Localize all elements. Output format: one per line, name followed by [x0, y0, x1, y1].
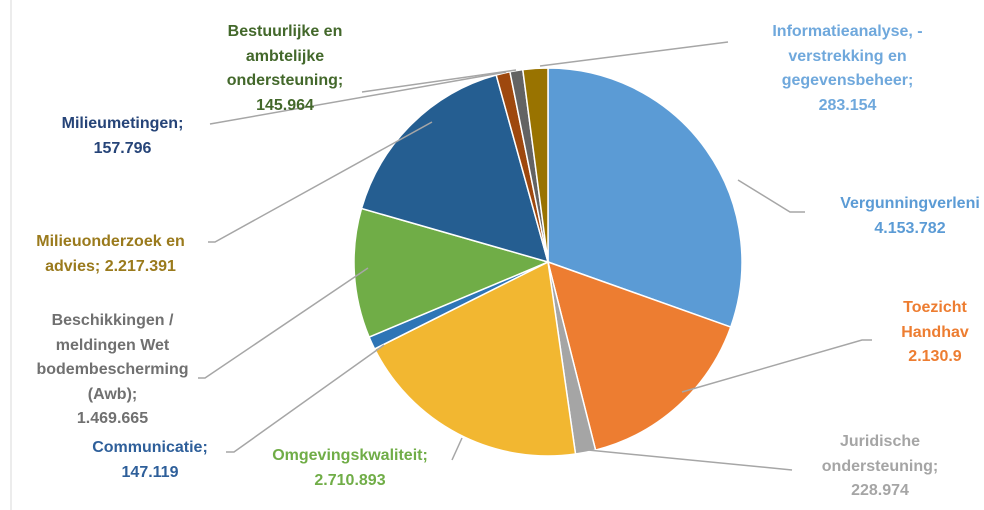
pie-slice: [353, 207, 551, 339]
slice-value: 1.469.665: [76, 410, 149, 427]
slice-name: Bestuurlijke en ambtelijke ondersteuning…: [226, 23, 344, 89]
slice-name: Beschikkingen / meldingen Wet bodembesch…: [36, 312, 189, 403]
data-label: Communicatie; 147.119: [70, 436, 230, 485]
data-label: Milieumetingen; 157.796: [40, 112, 205, 161]
leader-line: [208, 121, 433, 243]
leader-line: [198, 267, 369, 379]
slice-value: 283.154: [818, 96, 877, 114]
slice-value: 147.119: [121, 463, 179, 481]
slice-value: 2.217.391: [104, 257, 176, 275]
data-label: Milieuonderzoek en advies; 2.217.391: [8, 230, 213, 279]
leader-line: [361, 69, 517, 93]
slice-name: Communicatie;: [92, 439, 208, 456]
data-label: Vergunningverleni 4.153.782: [810, 192, 984, 241]
data-label: Bestuurlijke en ambtelijke ondersteuning…: [200, 20, 370, 118]
slice-name: Milieumetingen;: [61, 115, 184, 132]
pie-slice: [546, 260, 732, 451]
slice-value: 157.796: [93, 139, 152, 157]
slice-value: 2.710.893: [314, 471, 386, 489]
data-label: Informatieanalyse, - verstrekking en geg…: [730, 20, 965, 118]
leader-line: [209, 71, 507, 125]
data-label: Juridische ondersteuning; 228.974: [800, 430, 960, 504]
slice-name: Milieuonderzoek en advies;: [36, 233, 185, 275]
data-label: Beschikkingen / meldingen Wet bodembesch…: [20, 309, 205, 432]
slice-name: Informatieanalyse, - verstrekking en geg…: [772, 23, 923, 89]
slice-value: 4.153.782: [874, 219, 946, 237]
pie-slice: [547, 67, 743, 328]
leader-line: [681, 339, 872, 393]
leader-line: [737, 179, 805, 213]
leader-line: [587, 449, 793, 471]
pie-slice: [360, 74, 550, 264]
slice-name: Vergunningverleni: [840, 195, 980, 212]
slice-name: Omgevingskwaliteit;: [272, 447, 428, 464]
slice-value: 145.964: [256, 96, 314, 114]
slice-name: Juridische ondersteuning;: [821, 433, 939, 475]
leader-line: [451, 437, 463, 461]
pie-slice: [373, 260, 577, 457]
leader-line: [226, 344, 385, 453]
data-label: Toezicht Handhav 2.130.9: [880, 296, 984, 370]
slice-name: Toezicht Handhav: [901, 299, 969, 341]
slice-value: 2.130.9: [908, 348, 962, 365]
leader-line: [539, 41, 729, 67]
pie-slice: [521, 67, 549, 263]
data-label: Omgevingskwaliteit; 2.710.893: [250, 444, 450, 493]
slice-value: 228.974: [851, 482, 909, 499]
